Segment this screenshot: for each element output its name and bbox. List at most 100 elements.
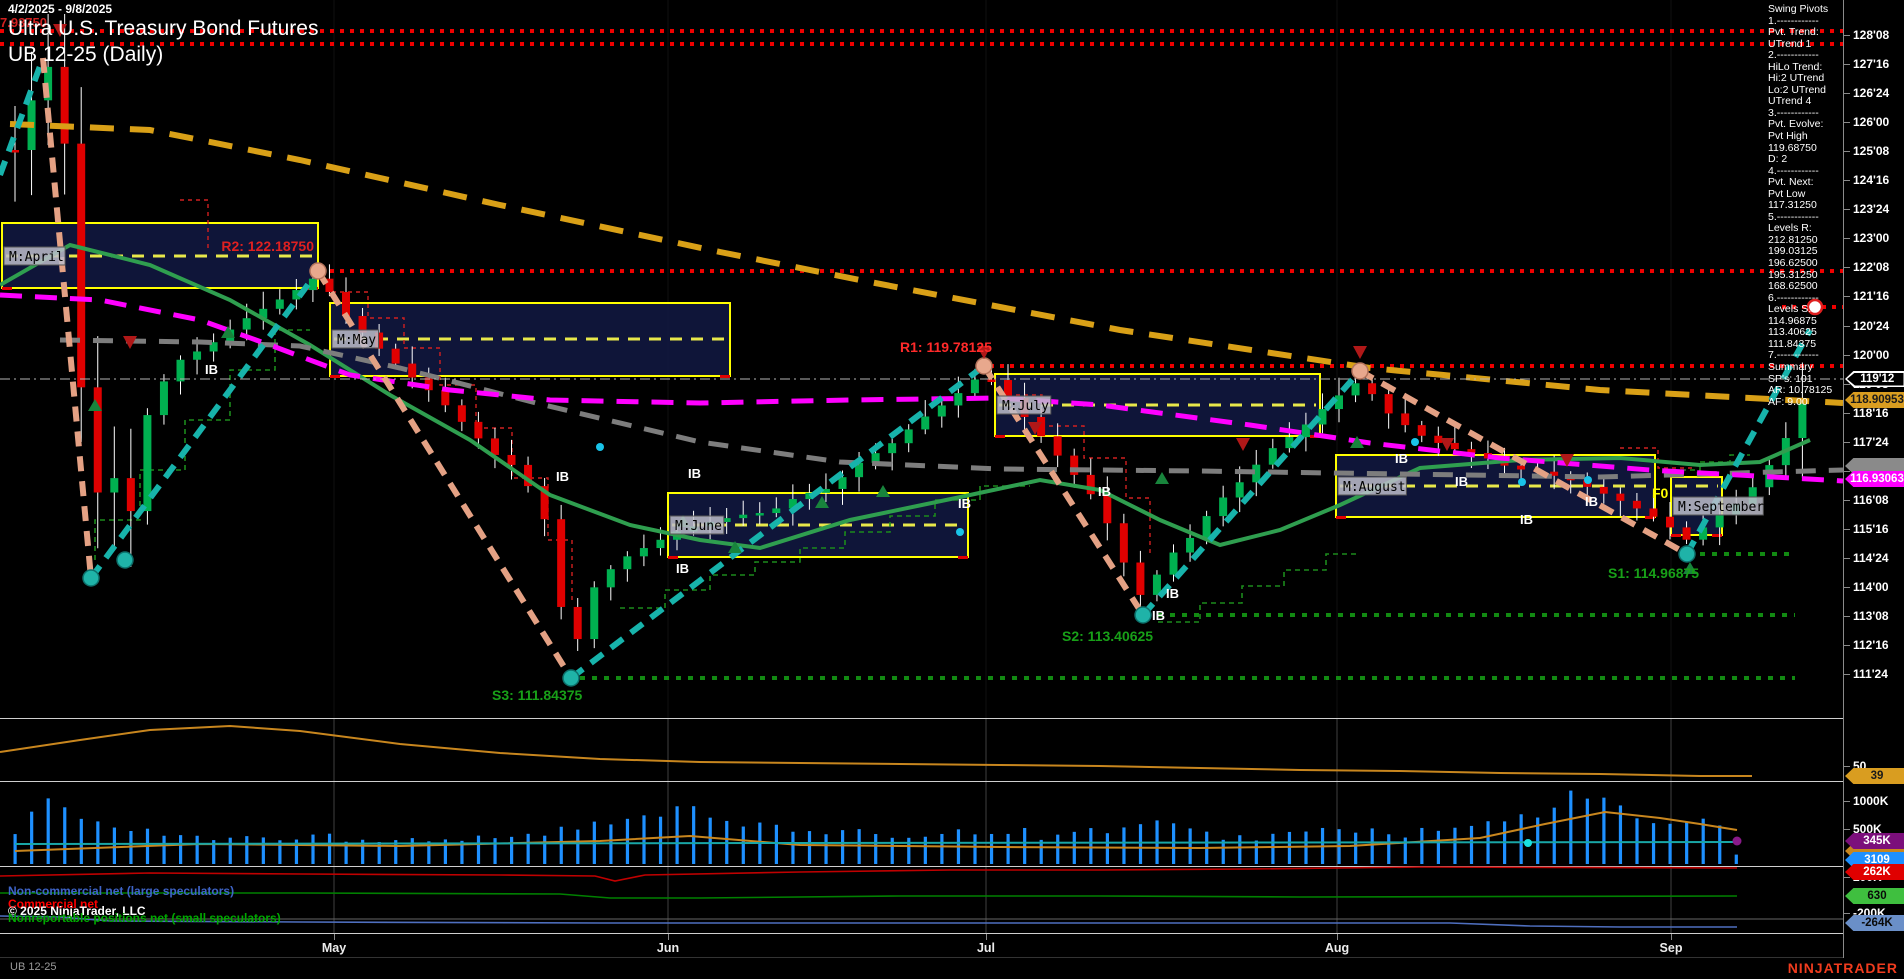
price-axis-label: 112'16 (1853, 638, 1889, 653)
swing-pivots-line: 114.96875 (1768, 314, 1817, 327)
axis-tick (1844, 766, 1850, 767)
price-axis-label: 114'00 (1853, 579, 1889, 594)
time-axis-tick (986, 934, 987, 940)
swing-pivots-line: 3.------------ (1768, 106, 1819, 119)
swing-pivots-line: Hi:2 UTrend (1768, 72, 1825, 85)
swing-pivots-line: SP's: 101 (1768, 372, 1813, 385)
price-axis-label: 128'08 (1853, 28, 1890, 42)
swing-pivots-panel: Swing Pivots 1.------------ Pvt. Trend: UTr… (1768, 3, 1842, 408)
swing-pivots-line: 212.81250 (1768, 233, 1818, 246)
ib-label: IB (1395, 451, 1408, 466)
time-axis-month-label: Jul (976, 941, 996, 955)
swing-pivots-line: 195.31250 (1768, 268, 1818, 281)
swing-pivots-line: 196.62500 (1768, 257, 1818, 270)
ib-label: IB (1152, 608, 1165, 623)
gray-ma-badge (1845, 458, 1904, 474)
ib-label: IB (688, 466, 701, 481)
swing-pivots-line: 117.31250 (1768, 199, 1817, 212)
axis-tick (1844, 64, 1850, 66)
swing-pivots-line: 113.40625 (1768, 326, 1817, 339)
swing-pivots-line: 199.03125 (1768, 245, 1818, 258)
axis-tick (1844, 35, 1850, 36)
swing-pivots-line: 119.68750 (1768, 141, 1817, 154)
axis-tick (1844, 499, 1850, 501)
last-price-badge: 119'12 (1845, 371, 1904, 387)
swing-pivots-line: AF: 9.00 (1768, 395, 1808, 408)
axis-tick (1844, 557, 1850, 559)
r2-level-label: R2: 122.18750 (221, 238, 314, 254)
axis-tick (1844, 586, 1850, 588)
axis-tick (1844, 877, 1850, 878)
swing-pivots-line: UTrend 4 (1768, 95, 1812, 108)
price-axis-label: 120'00 (1853, 347, 1890, 362)
time-axis-tick (334, 934, 335, 940)
swing-pivots-line: Swing Pivots (1768, 3, 1829, 15)
ib-label: IB (1166, 586, 1179, 601)
swing-pivots-line: Levels S: (1768, 303, 1812, 316)
ib-label: IB (1520, 512, 1533, 527)
axis-tick (1844, 93, 1850, 95)
price-axis-label: 113'08 (1853, 609, 1889, 623)
axis-tick (1844, 180, 1850, 182)
price-axis-label: 123'00 (1853, 231, 1890, 246)
price-axis-label: 126'00 (1853, 115, 1890, 130)
swing-pivots-line: Pvt. Next: (1768, 176, 1814, 189)
axis-tick (1844, 151, 1850, 153)
axis-tick (1844, 325, 1850, 327)
axis-tick (1844, 238, 1850, 240)
ib-label: IB (1585, 494, 1598, 509)
swing-pivots-line: 5.------------ (1768, 210, 1819, 223)
swing-pivots-line: AR: 10.78125 (1768, 384, 1833, 397)
month-box-label: M:June (675, 519, 722, 534)
month-box-label: M:May (337, 333, 376, 348)
ib-label: IB (205, 362, 218, 377)
price-axis-label: 117'24 (1853, 434, 1889, 449)
ib-label: IB (1098, 484, 1111, 499)
month-box-label: M:July (1002, 399, 1049, 414)
axis-tick (1844, 267, 1850, 269)
cot-nonreportable-badge: 630 (1845, 888, 1904, 904)
axis-tick (1844, 829, 1850, 830)
swing-pivots-line: 2.------------ (1768, 49, 1819, 62)
month-box-label: M:August (1343, 480, 1406, 495)
axis-tick (1844, 354, 1850, 356)
status-instrument-label: UB 12-25 (10, 961, 57, 973)
price-axis-label: 111'24 (1853, 667, 1888, 682)
axis-tick (1844, 383, 1850, 385)
orange-ma-badge: 118.90953 (1845, 392, 1904, 408)
price-axis-label: 116'08 (1853, 492, 1889, 507)
ib-label: IB (958, 496, 971, 511)
swing-pivots-line: 6.------------ (1768, 291, 1819, 304)
axis-tick (1844, 470, 1850, 472)
month-box-label: M:April (9, 250, 64, 265)
axis-tick (1844, 674, 1850, 676)
r1-level-label: R1: 119.78125 (900, 339, 992, 355)
cot-noncommercial-badge: -264K (1845, 915, 1904, 931)
clipped-price-level-label: 7.93750 (0, 15, 47, 30)
axis-tick (1844, 528, 1850, 530)
axis-tick (1844, 209, 1850, 211)
swing-pivots-line: Pvt High (1768, 130, 1808, 143)
price-axis[interactable]: 128'08 127'16 126'24 126'00 125'08 124'16 123'… (1843, 0, 1904, 958)
ib-label: IB (676, 561, 689, 576)
ib-label: IB (1455, 474, 1468, 489)
swing-pivots-line: 7.------------ (1768, 349, 1819, 362)
time-axis-tick (1671, 934, 1672, 940)
time-axis-tick (1337, 934, 1338, 940)
price-axis-label: 124'16 (1853, 173, 1890, 188)
price-axis-label: 115'16 (1853, 521, 1889, 536)
ninjatrader-logo: NINJATRADER (1787, 960, 1898, 976)
swing-pivots-line: UTrend 1 (1768, 37, 1812, 50)
swing-pivots-line: Pvt. Trend: (1768, 26, 1819, 39)
swing-pivots-line: Lo:2 UTrend (1768, 83, 1826, 96)
f0-label: F0 (1652, 485, 1669, 501)
swing-pivots-line: 168.62500 (1768, 280, 1818, 293)
axis-tick (1844, 801, 1850, 802)
time-axis-month-label: Sep (1659, 941, 1683, 955)
price-axis-label: 127'16 (1853, 57, 1890, 72)
magenta-ma-badge: 116.93063 (1845, 471, 1904, 487)
swing-pivots-line: Pvt. Evolve: (1768, 118, 1824, 131)
swing-pivots-line: 1.------------ (1768, 14, 1819, 27)
